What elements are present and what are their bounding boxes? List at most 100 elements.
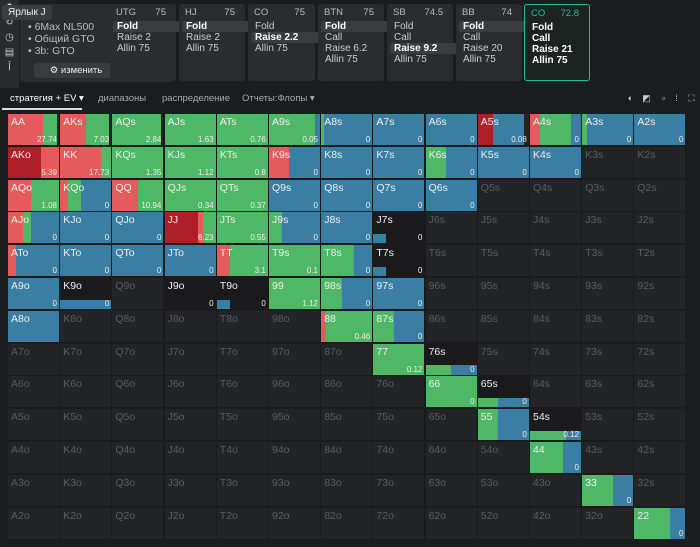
- hand-cell[interactable]: TT 3.1: [216, 245, 269, 278]
- position-utg[interactable]: UTG 75 Fold Raise 2 Allin 75: [110, 4, 187, 81]
- action-option[interactable]: Fold: [532, 22, 554, 33]
- tab-strategy-ev[interactable]: стратегия + EV ▾: [10, 93, 84, 104]
- action-option[interactable]: Raise 2.2: [251, 32, 325, 43]
- hand-cell[interactable]: Q9o: [112, 278, 165, 310]
- hand-cell[interactable]: A9o 0: [8, 278, 60, 310]
- hand-cell[interactable]: 88 0.46: [321, 310, 374, 343]
- hand-cell[interactable]: 22 0: [634, 507, 687, 540]
- hand-cell[interactable]: T8s 0: [321, 245, 374, 278]
- hand-cell[interactable]: KQo 0: [60, 179, 113, 212]
- hand-cell[interactable]: T2o: [216, 507, 269, 540]
- action-option[interactable]: Fold: [113, 21, 187, 32]
- hand-cell[interactable]: 73s: [582, 343, 635, 376]
- hand-cell[interactable]: 85o: [321, 409, 374, 442]
- hand-cell[interactable]: J3o: [164, 474, 217, 507]
- hand-cell[interactable]: J6o: [164, 376, 217, 409]
- hand-cell[interactable]: 53o: [477, 474, 530, 507]
- hand-cell[interactable]: Q9s 0: [269, 179, 321, 212]
- hand-cell[interactable]: KJs 1.12: [164, 146, 217, 179]
- settings-icon[interactable]: ▫: [661, 93, 666, 103]
- hand-cell[interactable]: 96o: [269, 376, 321, 409]
- hand-cell[interactable]: 95s: [477, 278, 530, 310]
- position-co[interactable]: CO 75 Fold Raise 2.2 Allin 75: [248, 4, 325, 81]
- hand-cell[interactable]: 93s: [582, 278, 635, 310]
- tab-distribution[interactable]: распределение: [162, 93, 230, 104]
- hand-cell[interactable]: A3o: [8, 474, 60, 507]
- position-btn[interactable]: BTN 75 Fold Call Raise 6.2 Allin 75: [318, 4, 395, 81]
- hand-cell[interactable]: JTs 0.55: [216, 212, 269, 245]
- hand-cell[interactable]: T3s: [582, 245, 635, 278]
- action-option[interactable]: Allin 75: [186, 43, 219, 54]
- hand-cell[interactable]: Q5s: [477, 179, 530, 212]
- hand-cell[interactable]: Q7o: [112, 343, 165, 376]
- hand-cell[interactable]: 97o: [269, 343, 321, 376]
- hand-cell[interactable]: 65s 0: [477, 376, 530, 409]
- hand-cell[interactable]: 63o: [425, 474, 478, 507]
- hand-cell[interactable]: K2o: [60, 507, 113, 540]
- hand-cell[interactable]: 87s 0: [373, 310, 426, 343]
- hand-cell[interactable]: 73o: [373, 474, 426, 507]
- hand-cell[interactable]: 75o: [373, 409, 426, 442]
- hand-cell[interactable]: Q3o: [112, 474, 165, 507]
- hand-cell[interactable]: Q5o: [112, 409, 165, 442]
- stack-icon[interactable]: ▤: [4, 47, 15, 58]
- hand-cell[interactable]: 86s: [425, 310, 478, 343]
- hand-cell[interactable]: 62s: [634, 376, 687, 409]
- action-option[interactable]: Call: [394, 32, 412, 43]
- hand-cell[interactable]: J4o: [164, 442, 217, 474]
- hand-cell[interactable]: A5s 0.08: [477, 114, 530, 146]
- hand-cell[interactable]: 94o: [269, 442, 321, 474]
- hand-cell[interactable]: 83o: [321, 474, 374, 507]
- action-option[interactable]: Fold: [321, 21, 395, 32]
- hand-cell[interactable]: K4o: [60, 442, 113, 474]
- hand-cell[interactable]: 77 0.12: [373, 343, 426, 376]
- hand-cell[interactable]: K7o: [60, 343, 113, 376]
- hand-cell[interactable]: Q2s: [634, 179, 687, 212]
- hand-cell[interactable]: 72o: [373, 507, 426, 540]
- hand-cell[interactable]: J9s 0: [269, 212, 321, 245]
- hand-cell[interactable]: KJo 0: [60, 212, 113, 245]
- hand-cell[interactable]: 96s: [425, 278, 478, 310]
- hand-cell[interactable]: AKo 5.39: [8, 146, 60, 179]
- hand-cell[interactable]: QJo 0: [112, 212, 165, 245]
- hand-cell[interactable]: K9o 0: [60, 278, 113, 310]
- hand-cell[interactable]: 76s 0: [425, 343, 478, 376]
- hand-cell[interactable]: QTo 0: [112, 245, 165, 278]
- hand-cell[interactable]: J6s: [425, 212, 478, 245]
- hand-cell[interactable]: J8s 0: [321, 212, 374, 245]
- hand-cell[interactable]: J2o: [164, 507, 217, 540]
- action-option[interactable]: Allin 75: [394, 54, 427, 65]
- refresh-icon[interactable]: ↻: [5, 17, 14, 28]
- hand-cell[interactable]: A4o: [8, 442, 60, 474]
- hand-cell[interactable]: 52o: [477, 507, 530, 540]
- hand-cell[interactable]: J7s 0: [373, 212, 426, 245]
- hand-cell[interactable]: J5s: [477, 212, 530, 245]
- hand-cell[interactable]: 84o: [321, 442, 374, 474]
- hand-cell[interactable]: K5o: [60, 409, 113, 442]
- hand-cell[interactable]: Q4o: [112, 442, 165, 474]
- action-option[interactable]: Raise 21: [532, 44, 573, 55]
- hand-cell[interactable]: J7o: [164, 343, 217, 376]
- hand-cell[interactable]: J2s: [634, 212, 687, 245]
- display-icon[interactable]: ◩: [642, 93, 651, 103]
- contrast-icon[interactable]: ◐: [627, 93, 634, 103]
- hand-cell[interactable]: 33 0: [582, 474, 635, 507]
- hand-cell[interactable]: J8o: [164, 310, 217, 343]
- hand-cell[interactable]: Q8o: [112, 310, 165, 343]
- action-option[interactable]: Call: [463, 32, 481, 43]
- hand-cell[interactable]: A7s 0: [373, 114, 426, 146]
- hand-cell[interactable]: KTo 0: [60, 245, 113, 278]
- hand-cell[interactable]: 99 1.12: [269, 278, 321, 310]
- hand-cell[interactable]: AQs 2.84: [112, 114, 165, 146]
- tab-ranges[interactable]: диапазоны: [98, 93, 147, 104]
- action-option[interactable]: Fold: [459, 21, 533, 32]
- hand-cell[interactable]: A8s 0: [321, 114, 374, 146]
- hand-cell[interactable]: 82o: [321, 507, 374, 540]
- action-option[interactable]: Call: [325, 32, 343, 43]
- hand-cell[interactable]: 82s: [634, 310, 687, 343]
- action-option[interactable]: Raise 6.2: [325, 43, 368, 54]
- hand-cell[interactable]: 66 0: [425, 376, 478, 409]
- hand-cell[interactable]: 63s: [582, 376, 635, 409]
- hand-cell[interactable]: T6s: [425, 245, 478, 278]
- hand-cell[interactable]: 95o: [269, 409, 321, 442]
